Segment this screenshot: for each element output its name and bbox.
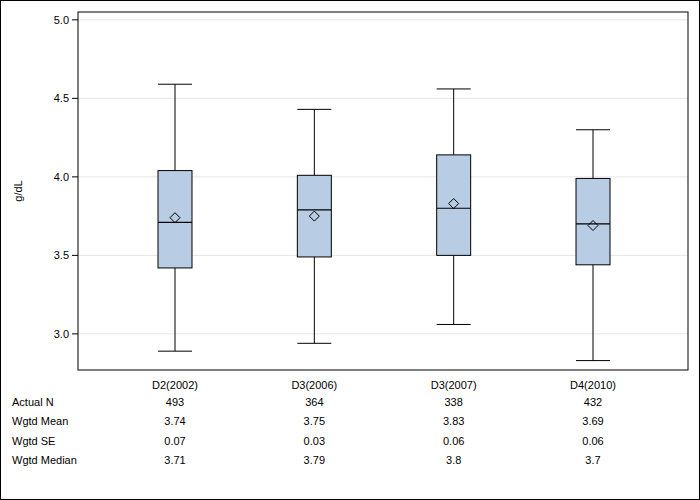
mean-marker <box>449 199 459 209</box>
upper-whisker <box>175 84 176 170</box>
plot-frame <box>78 12 688 370</box>
grid-line <box>78 98 688 99</box>
category-label: D4(2010) <box>570 379 616 391</box>
lower-whisker <box>314 257 315 343</box>
tick-mark <box>72 176 78 177</box>
table-cell: 3.75 <box>304 415 325 427</box>
lower-whisker <box>593 265 594 361</box>
lower-cap <box>158 351 192 352</box>
tick-label: 4.5 <box>54 92 69 104</box>
box-group <box>437 89 471 325</box>
table-cell: 0.06 <box>582 435 603 447</box>
table-row-label: Actual N <box>12 396 54 408</box>
tick-mark <box>72 255 78 256</box>
upper-whisker <box>453 89 454 155</box>
category-label: D3(2007) <box>431 379 477 391</box>
upper-cap <box>437 88 471 89</box>
box <box>297 175 331 257</box>
table-row-label: Wgtd SE <box>12 435 55 447</box>
lower-cap <box>437 324 471 325</box>
chart: 3.0 3.5 4.0 4.5 5.0 g/dL D2(2002) D3(2006) D3(20… <box>0 0 700 500</box>
table-cell: 3.8 <box>446 454 461 466</box>
table-cell: 493 <box>166 396 184 408</box>
mean-marker <box>309 211 319 221</box>
tick-mark <box>72 19 78 20</box>
tick-mark <box>72 333 78 334</box>
mean-marker <box>170 213 180 223</box>
upper-cap <box>158 84 192 85</box>
table-cell: 0.03 <box>304 435 325 447</box>
table-cell: 338 <box>444 396 462 408</box>
category-label: D2(2002) <box>152 379 198 391</box>
table-cell: 364 <box>305 396 323 408</box>
tick-label: 5.0 <box>54 14 69 26</box>
upper-whisker <box>593 130 594 179</box>
tick-label: 4.0 <box>54 171 69 183</box>
grid <box>78 20 688 334</box>
tick-mark <box>72 98 78 99</box>
box-group <box>297 109 331 343</box>
lower-cap <box>576 360 610 361</box>
table-cell: 3.83 <box>443 415 464 427</box>
upper-cap <box>576 129 610 130</box>
boxes <box>158 84 610 360</box>
table-cell: 0.06 <box>443 435 464 447</box>
table-row-label: Wgtd Median <box>12 454 77 466</box>
box <box>158 171 192 268</box>
tick-label: 3.0 <box>54 328 69 340</box>
box <box>437 155 471 255</box>
upper-whisker <box>314 109 315 175</box>
table-row-label: Wgtd Mean <box>12 415 68 427</box>
outer-border <box>1 1 700 500</box>
table-cell: 3.69 <box>582 415 603 427</box>
median-line <box>297 209 331 210</box>
lower-whisker <box>453 255 454 324</box>
upper-cap <box>297 109 331 110</box>
table-cell: 432 <box>584 396 602 408</box>
box <box>576 178 610 264</box>
grid-line <box>78 19 688 20</box>
axis-title: g/dL <box>12 180 24 201</box>
grid-line <box>78 333 688 334</box>
table-cell: 0.07 <box>164 435 185 447</box>
lower-whisker <box>175 268 176 351</box>
category-label: D3(2006) <box>291 379 337 391</box>
table-cell: 3.74 <box>164 415 185 427</box>
lower-cap <box>297 343 331 344</box>
box-group <box>158 84 192 351</box>
mean-marker <box>588 221 598 231</box>
tick-label: 3.5 <box>54 249 69 261</box>
median-line <box>576 223 610 224</box>
table-cell: 3.79 <box>304 454 325 466</box>
table-cell: 3.71 <box>164 454 185 466</box>
box-group <box>576 130 610 361</box>
table-cell: 3.7 <box>585 454 600 466</box>
